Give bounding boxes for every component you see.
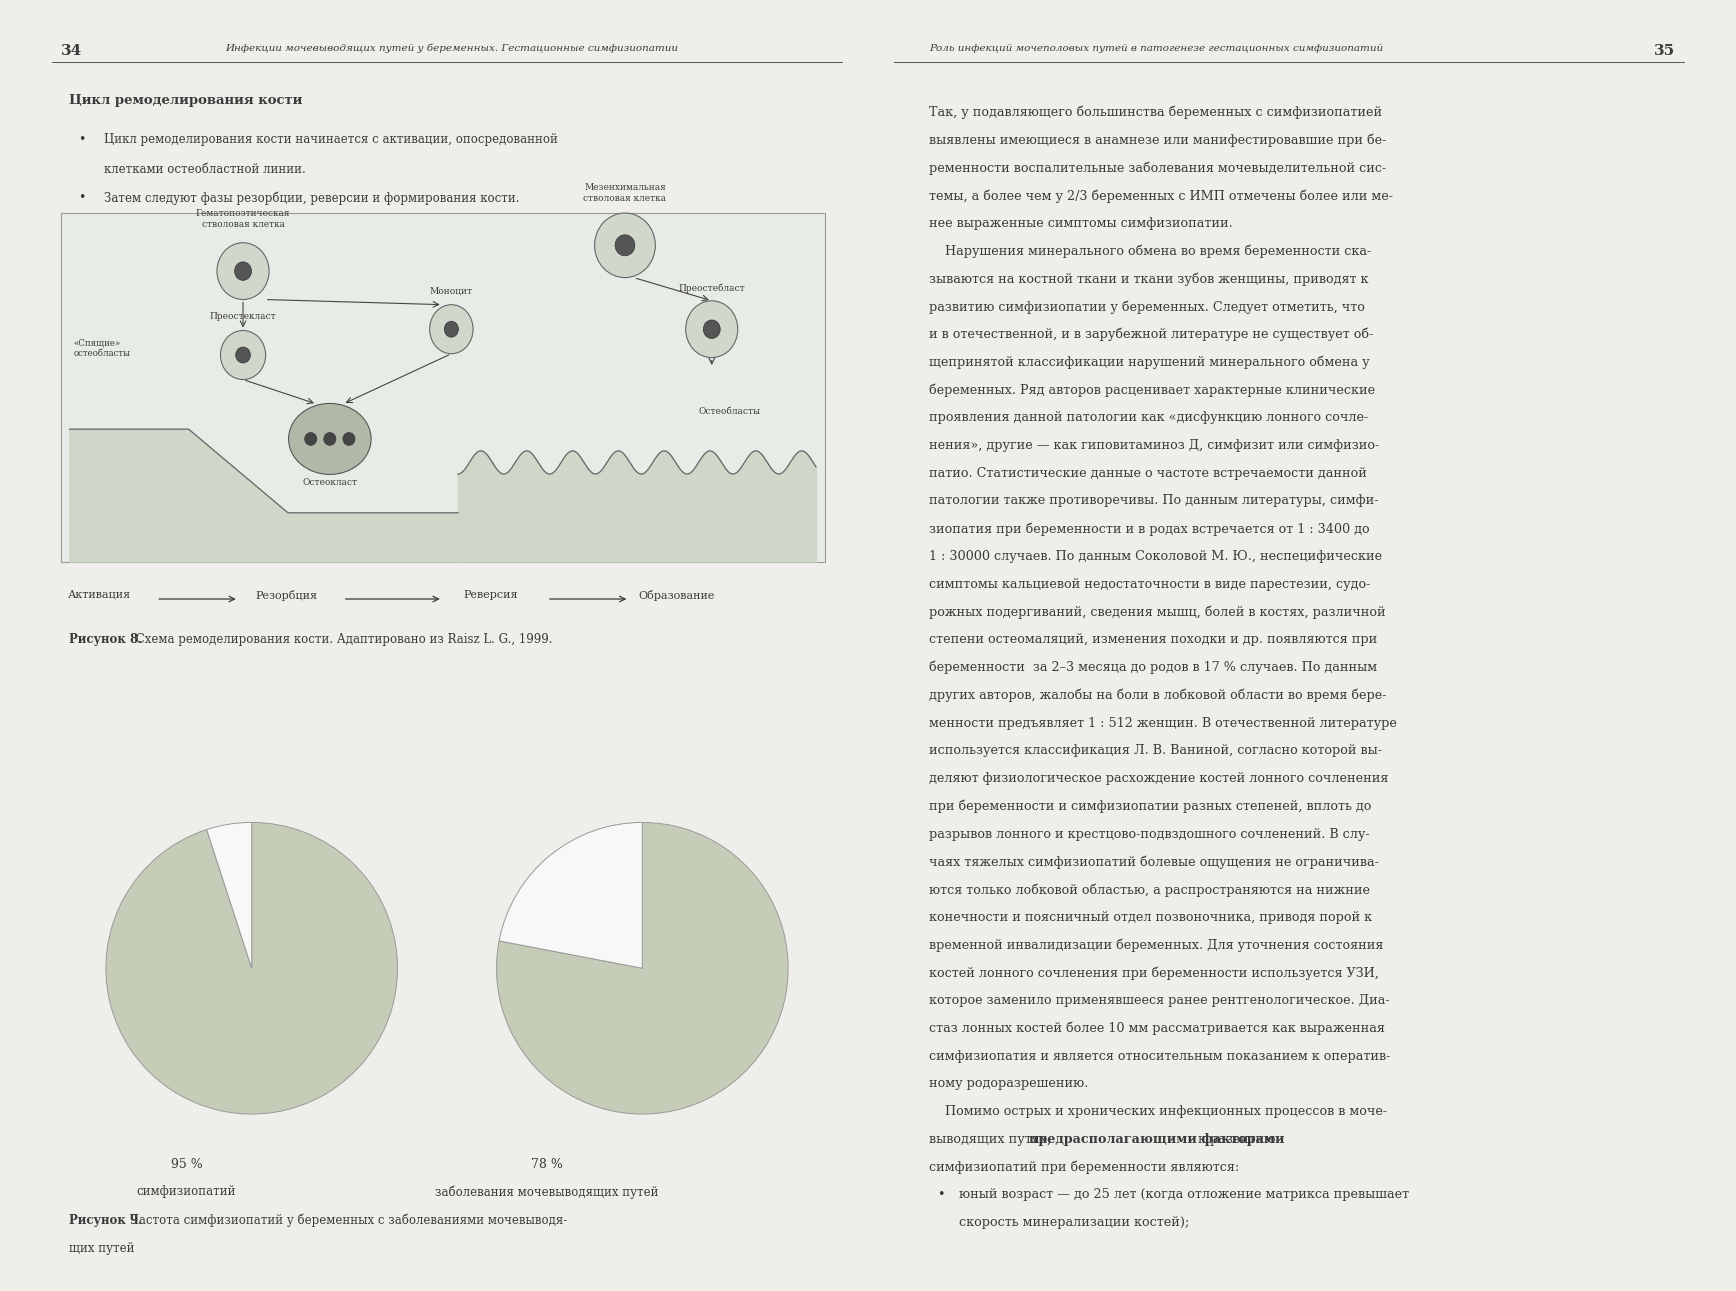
Text: разрывов лонного и крестцово-подвздошного сочленений. В слу-: разрывов лонного и крестцово-подвздошног… — [929, 828, 1370, 840]
Text: симфизиопатий: симфизиопатий — [137, 1185, 236, 1198]
Text: Нарушения минерального обмена во время беременности ска-: Нарушения минерального обмена во время б… — [929, 244, 1371, 258]
Text: Цикл ремоделирования кости начинается с активации, опосредованной: Цикл ремоделирования кости начинается с … — [104, 133, 557, 146]
Text: беременных. Ряд авторов расценивает характерные клинические: беременных. Ряд авторов расценивает хара… — [929, 383, 1375, 396]
Text: «Спящие»
остеобласты: «Спящие» остеобласты — [73, 338, 130, 359]
Text: деляют физиологическое расхождение костей лонного сочленения: деляют физиологическое расхождение косте… — [929, 772, 1389, 785]
Text: беременности  за 2–3 месяца до родов в 17 % случаев. По данным: беременности за 2–3 месяца до родов в 17… — [929, 661, 1377, 674]
Text: Образование: Образование — [639, 590, 715, 602]
Ellipse shape — [431, 305, 472, 354]
Text: Преостекласт: Преостекласт — [210, 312, 276, 321]
Ellipse shape — [304, 432, 316, 445]
Text: Рисунок 9.: Рисунок 9. — [69, 1214, 142, 1226]
Ellipse shape — [615, 235, 635, 256]
Ellipse shape — [220, 330, 266, 380]
Text: степени остеомаляций, изменения походки и др. появляются при: степени остеомаляций, изменения походки … — [929, 633, 1377, 647]
Text: Инфекции мочевыводящих путей у беременных. Гестационные симфизиопатии: Инфекции мочевыводящих путей у беременны… — [226, 44, 677, 53]
Text: •: • — [78, 191, 85, 204]
Text: рожных подергиваний, сведения мышц, болей в костях, различной: рожных подергиваний, сведения мышц, боле… — [929, 605, 1385, 618]
Text: Мезенхимальная
стволовая клетка: Мезенхимальная стволовая клетка — [583, 183, 667, 203]
Text: заболевания мочевыводящих путей: заболевания мочевыводящих путей — [436, 1185, 658, 1198]
Text: •: • — [78, 133, 85, 146]
Text: Частота симфизиопатий у беременных с заболеваниями мочевыводя-: Частота симфизиопатий у беременных с заб… — [127, 1214, 568, 1226]
Wedge shape — [498, 822, 642, 968]
Text: Затем следуют фазы резорбции, реверсии и формирования кости.: Затем следуют фазы резорбции, реверсии и… — [104, 191, 519, 204]
Text: скорость минерализации костей);: скорость минерализации костей); — [958, 1216, 1189, 1229]
Text: Роль инфекций мочеполовых путей в патогенезе гестационных симфизиопатий: Роль инфекций мочеполовых путей в патоге… — [929, 44, 1384, 53]
Text: симптомы кальциевой недостаточности в виде парестезии, судо-: симптомы кальциевой недостаточности в ви… — [929, 577, 1370, 591]
Text: костей лонного сочленения при беременности используется УЗИ,: костей лонного сочленения при беременнос… — [929, 966, 1378, 980]
Text: зиопатия при беременности и в родах встречается от 1 : 3400 до: зиопатия при беременности и в родах встр… — [929, 522, 1370, 536]
Text: ному родоразрешению.: ному родоразрешению. — [929, 1077, 1088, 1091]
Text: темы, а более чем у 2/3 беременных с ИМП отмечены более или ме-: темы, а более чем у 2/3 беременных с ИМП… — [929, 188, 1392, 203]
Ellipse shape — [288, 403, 372, 474]
Text: Реверсия: Реверсия — [464, 590, 517, 600]
Ellipse shape — [594, 213, 654, 278]
Text: Помимо острых и хронических инфекционных процессов в моче-: Помимо острых и хронических инфекционных… — [929, 1105, 1387, 1118]
Text: Преостебласт: Преостебласт — [679, 284, 745, 293]
Text: нее выраженные симптомы симфизиопатии.: нее выраженные симптомы симфизиопатии. — [929, 217, 1233, 230]
Text: Остеокласт: Остеокласт — [302, 478, 358, 487]
Text: юный возраст — до 25 лет (когда отложение матрикса превышает: юный возраст — до 25 лет (когда отложени… — [958, 1188, 1410, 1202]
Text: симфизиопатия и является относительным показанием к оператив-: симфизиопатия и является относительным п… — [929, 1050, 1391, 1062]
Text: чаях тяжелых симфизиопатий болевые ощущения не ограничива-: чаях тяжелых симфизиопатий болевые ощуще… — [929, 855, 1378, 869]
Text: ются только лобковой областью, а распространяются на нижние: ются только лобковой областью, а распрос… — [929, 883, 1370, 896]
Text: патологии также противоречивы. По данным литературы, симфи-: патологии также противоречивы. По данным… — [929, 494, 1378, 507]
Text: щих путей: щих путей — [69, 1242, 135, 1255]
Text: Активация: Активация — [68, 590, 132, 600]
Ellipse shape — [344, 432, 356, 445]
Text: Резорбция: Резорбция — [255, 590, 318, 602]
Text: менности предъявляет 1 : 512 женщин. В отечественной литературе: менности предъявляет 1 : 512 женщин. В о… — [929, 717, 1397, 729]
Text: 1 : 30000 случаев. По данным Соколовой М. Ю., неспецифические: 1 : 30000 случаев. По данным Соколовой М… — [929, 550, 1382, 563]
Text: клетками остеобластной линии.: клетками остеобластной линии. — [104, 163, 306, 176]
Text: конечности и поясничный отдел позвоночника, приводя порой к: конечности и поясничный отдел позвоночни… — [929, 910, 1371, 924]
Text: нения», другие — как гиповитаминоз Д, симфизит или симфизио-: нения», другие — как гиповитаминоз Д, си… — [929, 439, 1378, 452]
Text: предрасполагающими факторами: предрасполагающими факторами — [1029, 1132, 1285, 1146]
Bar — [61, 213, 825, 562]
Wedge shape — [496, 822, 788, 1114]
Text: щепринятой классификации нарушений минерального обмена у: щепринятой классификации нарушений минер… — [929, 355, 1370, 369]
Text: Гематопоэтическая
стволовая клетка: Гематопоэтическая стволовая клетка — [196, 209, 290, 229]
Text: Остеобласты: Остеобласты — [698, 407, 760, 416]
Text: при беременности и симфизиопатии разных степеней, вплоть до: при беременности и симфизиопатии разных … — [929, 799, 1371, 813]
Text: Схема ремоделирования кости. Адаптировано из Raisz L. G., 1999.: Схема ремоделирования кости. Адаптирован… — [132, 633, 552, 646]
Text: которое заменило применявшееся ранее рентгенологическое. Диа-: которое заменило применявшееся ранее рен… — [929, 994, 1389, 1007]
Text: 95 %: 95 % — [170, 1158, 203, 1171]
Ellipse shape — [323, 432, 337, 445]
Text: развитию симфизиопатии у беременных. Следует отметить, что: развитию симфизиопатии у беременных. Сле… — [929, 300, 1364, 314]
Text: используется классификация Л. В. Ваниной, согласно которой вы-: используется классификация Л. В. Ваниной… — [929, 744, 1382, 758]
Text: 78 %: 78 % — [531, 1158, 562, 1171]
Ellipse shape — [234, 262, 252, 280]
Wedge shape — [106, 822, 398, 1114]
Ellipse shape — [703, 320, 720, 338]
Text: Цикл ремоделирования кости: Цикл ремоделирования кости — [69, 94, 302, 107]
Ellipse shape — [236, 347, 250, 363]
Ellipse shape — [217, 243, 269, 300]
Text: стаз лонных костей более 10 мм рассматривается как выраженная: стаз лонных костей более 10 мм рассматри… — [929, 1021, 1385, 1035]
Wedge shape — [207, 822, 252, 968]
Text: 34: 34 — [61, 44, 82, 58]
Ellipse shape — [444, 321, 458, 337]
Text: зываются на костной ткани и ткани зубов женщины, приводят к: зываются на костной ткани и ткани зубов … — [929, 272, 1368, 285]
Text: выводящих путях,: выводящих путях, — [929, 1132, 1055, 1146]
Text: 35: 35 — [1654, 44, 1675, 58]
Text: Рисунок 8.: Рисунок 8. — [69, 633, 142, 646]
Text: Так, у подавляющего большинства беременных с симфизиопатией: Так, у подавляющего большинства беременн… — [929, 106, 1382, 119]
Text: временной инвалидизации беременных. Для уточнения состояния: временной инвалидизации беременных. Для … — [929, 939, 1384, 951]
Text: •: • — [937, 1188, 944, 1202]
Text: симфизиопатий при беременности являются:: симфизиопатий при беременности являются: — [929, 1161, 1240, 1174]
Text: Моноцит: Моноцит — [431, 287, 472, 296]
Text: патио. Статистические данные о частоте встречаемости данной: патио. Статистические данные о частоте в… — [929, 466, 1366, 480]
Text: других авторов, жалобы на боли в лобковой области во время бере-: других авторов, жалобы на боли в лобково… — [929, 688, 1387, 702]
Text: и в отечественной, и в зарубежной литературе не существует об-: и в отечественной, и в зарубежной литера… — [929, 328, 1373, 341]
Text: проявления данной патологии как «дисфункцию лонного сочле-: проявления данной патологии как «дисфунк… — [929, 411, 1368, 425]
Text: к развитию: к развитию — [1194, 1132, 1276, 1146]
Text: ременности воспалительные заболевания мочевыделительной сис-: ременности воспалительные заболевания мо… — [929, 161, 1385, 174]
Ellipse shape — [686, 301, 738, 358]
Text: выявлены имеющиеся в анамнезе или манифестировавшие при бе-: выявлены имеющиеся в анамнезе или манифе… — [929, 133, 1385, 147]
